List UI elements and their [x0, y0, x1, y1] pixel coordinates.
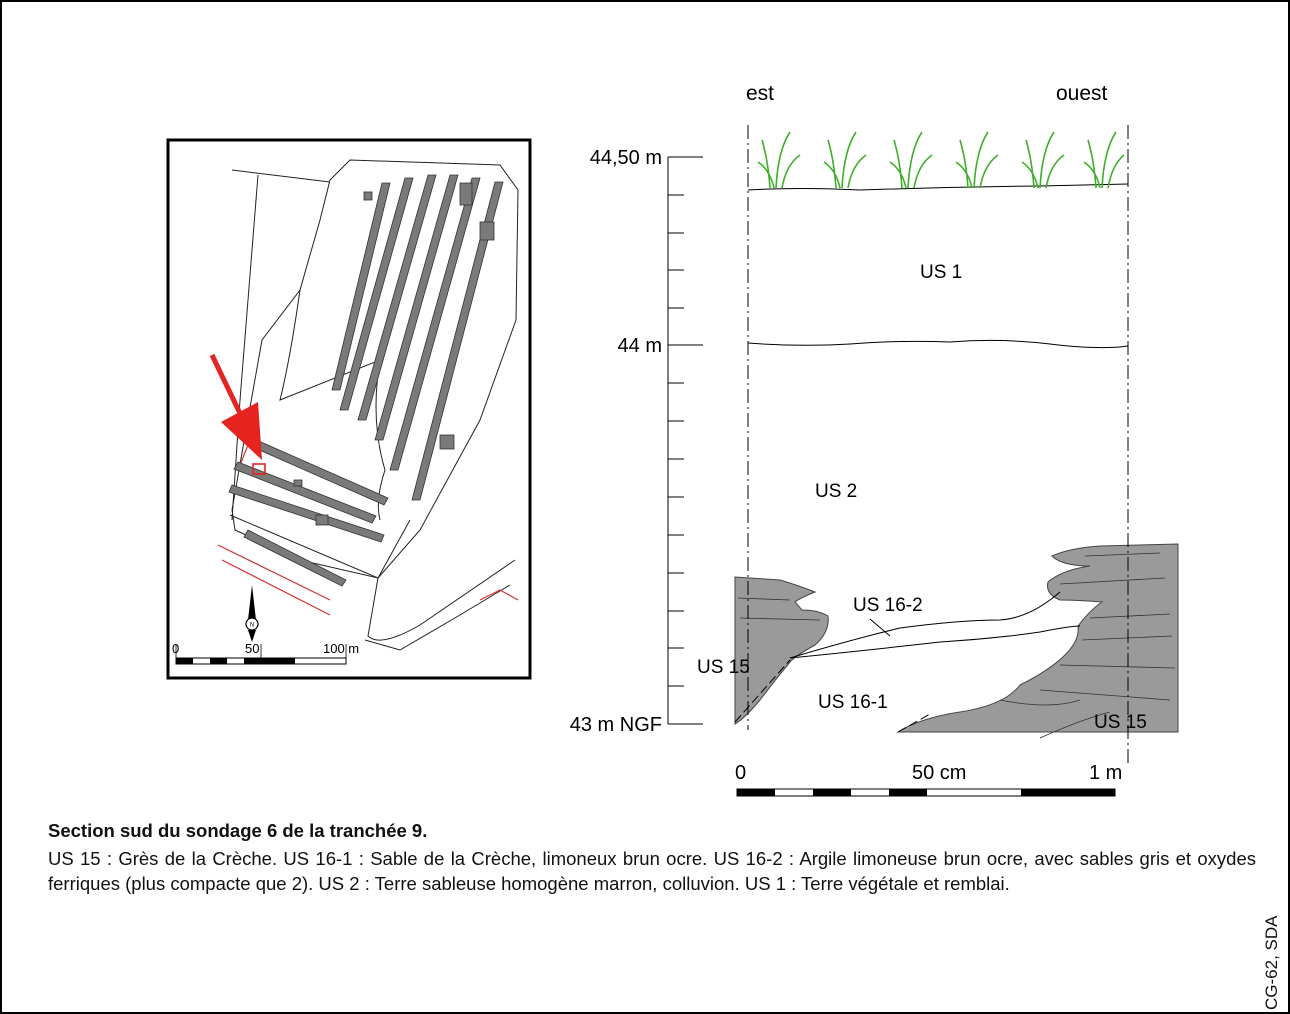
layer-label-us15-right: US 15	[1094, 712, 1147, 733]
site-outline	[231, 159, 519, 579]
trench-9c	[228, 484, 385, 543]
site-boundary-west	[231, 169, 331, 521]
section-edge-lines	[747, 125, 1129, 765]
grass-vegetation-icon	[757, 131, 1125, 189]
road-line-2	[221, 559, 331, 616]
trench-3	[357, 174, 437, 421]
trench-block-6	[293, 479, 303, 487]
trench-block-3	[439, 434, 455, 450]
map-scale-0: 0	[172, 641, 179, 656]
section-scale-50: 50 cm	[912, 762, 966, 784]
rock-bedding-lines	[737, 552, 1176, 739]
us1-us2-boundary	[747, 339, 1129, 349]
layer-label-us16-1: US 16-1	[818, 692, 888, 713]
trench-2	[339, 177, 414, 411]
ground-surface-line	[747, 183, 1129, 191]
us15-rock-left	[734, 576, 829, 725]
road-edge	[229, 514, 516, 641]
trench-lower	[243, 529, 347, 587]
trench-block-2	[479, 221, 495, 241]
credit-label: CG-62, SDA	[1262, 915, 1281, 1010]
road-line-3	[479, 589, 519, 601]
stratigraphic-section: est ouest 44,50 m 44 m 43 m NGF	[570, 82, 1179, 797]
layer-label-us16-2: US 16-2	[853, 595, 923, 616]
trench-block-4	[315, 514, 329, 526]
road-line-1	[217, 544, 331, 601]
layer-label-us1: US 1	[920, 262, 962, 283]
elevation-label-4450: 44,50 m	[590, 147, 662, 169]
orientation-est: est	[746, 82, 774, 105]
map-frame	[166, 138, 532, 680]
trench-block-5	[363, 191, 373, 201]
trench-9b	[233, 461, 377, 524]
elevation-ruler	[667, 156, 703, 725]
location-arrow	[209, 353, 262, 460]
section-scale-1m: 1 m	[1089, 762, 1122, 784]
elevation-label-43: 43 m NGF	[570, 714, 662, 736]
trench-1	[331, 182, 391, 391]
elevation-label-44: 44 m	[618, 335, 662, 357]
north-arrow-icon: N	[245, 585, 259, 642]
map-scale-bar: 0 50 100 m	[172, 641, 359, 665]
us15-dashed-contact	[734, 659, 931, 733]
sondage-locator-box	[252, 463, 266, 475]
us16-2-boundaries	[789, 591, 1081, 659]
layer-label-us15-left: US 15	[697, 657, 750, 678]
map-scale-100: 100 m	[323, 641, 359, 656]
caption-title: Section sud du sondage 6 de la tranchée …	[48, 820, 428, 841]
section-scale-bar: 0 50 cm 1 m	[735, 762, 1122, 797]
site-plan-map: N 0 50 100 m	[166, 138, 532, 680]
trench-4	[374, 174, 459, 441]
trench-5	[389, 177, 481, 471]
caption-body: US 15 : Grès de la Crèche. US 16-1 : Sab…	[48, 848, 1256, 894]
map-scale-50: 50	[245, 641, 259, 656]
orientation-ouest: ouest	[1056, 82, 1108, 105]
us15-rock-right	[896, 543, 1179, 733]
road-edge-inner	[364, 584, 511, 651]
north-label: N	[250, 623, 254, 629]
trench-block-1	[459, 182, 473, 206]
trench-6	[411, 181, 504, 501]
layer-label-us2: US 2	[815, 481, 857, 502]
section-scale-0: 0	[735, 762, 746, 784]
